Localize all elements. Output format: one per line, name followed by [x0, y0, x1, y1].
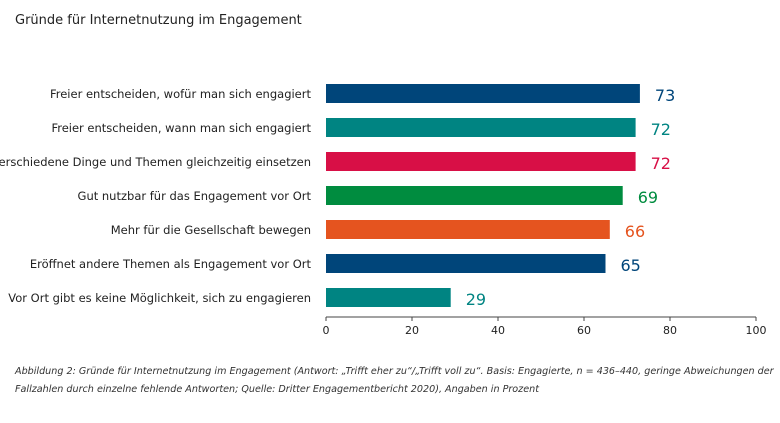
value-label: 72 [651, 154, 671, 173]
bar [326, 118, 636, 137]
category-label: Mehr für die Gesellschaft bewegen [111, 223, 311, 237]
caption-line-2: Fallzahlen durch einzelne fehlende Antwo… [15, 384, 539, 395]
value-label: 72 [651, 120, 671, 139]
value-label: 65 [621, 256, 641, 275]
bar [326, 84, 640, 103]
x-tick-label: 20 [405, 324, 419, 337]
x-tick-label: 0 [323, 324, 330, 337]
bar [326, 152, 636, 171]
bar [326, 186, 623, 205]
caption-line-1: Abbildung 2: Gründe für Internetnutzung … [15, 366, 774, 377]
bar-chart: Freier entscheiden, wofür man sich engag… [0, 84, 767, 337]
value-label: 29 [466, 290, 486, 309]
category-label: Für verschiedene Dinge und Themen gleich… [0, 155, 311, 169]
chart-title: Gründe für Internetnutzung im Engagement [15, 13, 302, 28]
x-tick-label: 100 [746, 324, 767, 337]
x-tick-label: 80 [663, 324, 677, 337]
value-label: 66 [625, 222, 645, 241]
value-label: 69 [638, 188, 658, 207]
bar [326, 220, 610, 239]
bar [326, 288, 451, 307]
x-tick-label: 40 [491, 324, 505, 337]
value-label: 73 [655, 86, 675, 105]
category-label: Freier entscheiden, wann man sich engagi… [51, 121, 311, 135]
category-label: Freier entscheiden, wofür man sich engag… [50, 87, 312, 101]
bar [326, 254, 606, 273]
category-label: Gut nutzbar für das Engagement vor Ort [78, 189, 312, 203]
category-label: Vor Ort gibt es keine Möglichkeit, sich … [8, 291, 311, 305]
x-tick-label: 60 [577, 324, 591, 337]
category-label: Eröffnet andere Themen als Engagement vo… [30, 257, 312, 271]
